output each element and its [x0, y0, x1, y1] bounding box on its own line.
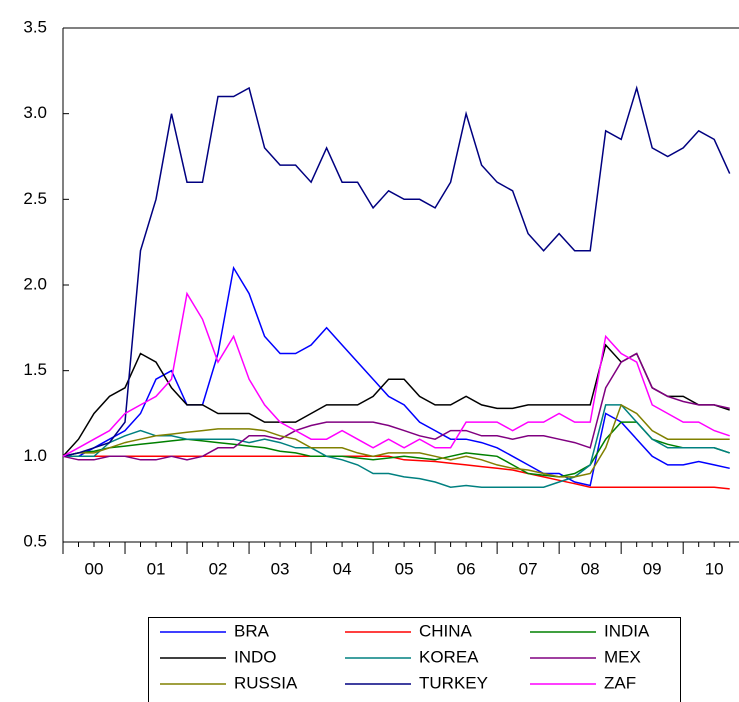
x-tick-label: 09	[643, 559, 662, 578]
series-line	[62, 403, 730, 478]
y-tick-label: 0.5	[23, 531, 47, 550]
x-tick-label: 00	[85, 559, 104, 578]
legend-box	[148, 617, 681, 702]
y-tick-label: 1.0	[23, 446, 47, 465]
x-tick-label: 05	[395, 559, 414, 578]
series-line	[63, 455, 730, 490]
series-line	[63, 404, 730, 488]
x-tick-label: 04	[333, 559, 352, 578]
legend-label: CHINA	[419, 621, 473, 640]
series-line	[62, 421, 730, 478]
y-tick-label: 1.5	[23, 360, 47, 379]
x-tick-label: 08	[581, 559, 600, 578]
x-tick-label: 02	[209, 559, 228, 578]
y-tick-label: 3.5	[23, 17, 47, 36]
legend-label: INDO	[234, 647, 277, 666]
y-tick-label: 2.0	[23, 274, 47, 293]
legend-label: BRA	[234, 621, 270, 640]
x-tick-label: 01	[147, 559, 166, 578]
legend-label: ZAF	[604, 673, 636, 692]
legend-label: INDIA	[604, 621, 650, 640]
x-tick-label: 10	[705, 559, 724, 578]
x-tick-label: 07	[519, 559, 538, 578]
y-tick-label: 2.5	[23, 189, 47, 208]
legend-label: TURKEY	[419, 673, 488, 692]
series-line	[62, 291, 730, 457]
legend-label: KOREA	[419, 647, 479, 666]
series-line	[62, 352, 730, 461]
legend-label: MEX	[604, 647, 641, 666]
series-line	[63, 265, 730, 487]
y-tick-label: 3.0	[23, 103, 47, 122]
x-tick-label: 03	[271, 559, 290, 578]
series-line	[62, 343, 730, 457]
legend-label: RUSSIA	[234, 673, 298, 692]
x-tick-label: 06	[457, 559, 476, 578]
series-line	[62, 85, 731, 458]
